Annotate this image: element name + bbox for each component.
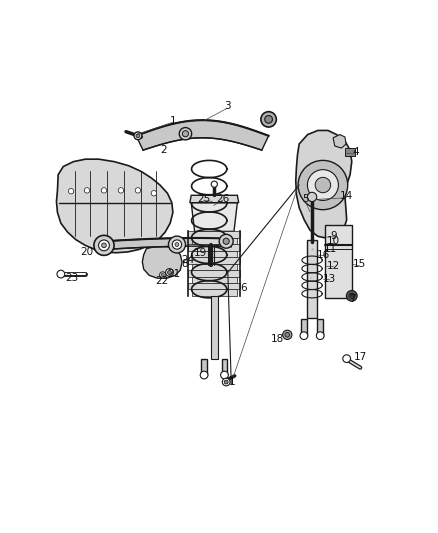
Circle shape: [182, 131, 188, 137]
Text: 11: 11: [324, 245, 337, 254]
Text: 1: 1: [229, 377, 235, 387]
Circle shape: [223, 238, 229, 244]
Polygon shape: [191, 203, 237, 231]
Circle shape: [166, 269, 173, 276]
Circle shape: [68, 189, 74, 194]
Polygon shape: [201, 359, 207, 375]
Text: 21: 21: [168, 269, 181, 279]
Circle shape: [172, 240, 182, 249]
Text: 7: 7: [349, 294, 355, 304]
Circle shape: [118, 188, 124, 193]
Text: 26: 26: [216, 193, 230, 204]
Circle shape: [136, 134, 140, 138]
Circle shape: [57, 270, 65, 278]
Circle shape: [283, 330, 292, 340]
Text: 18: 18: [270, 334, 284, 344]
Polygon shape: [325, 225, 352, 298]
Polygon shape: [57, 159, 173, 253]
Text: 8: 8: [181, 259, 188, 269]
Polygon shape: [301, 319, 307, 336]
Text: 14: 14: [340, 191, 353, 201]
Text: 15: 15: [353, 259, 366, 269]
Circle shape: [285, 333, 290, 337]
Circle shape: [161, 273, 164, 277]
Circle shape: [349, 293, 354, 298]
Polygon shape: [192, 264, 237, 270]
Circle shape: [94, 236, 114, 255]
Polygon shape: [222, 359, 227, 375]
Text: 19: 19: [194, 248, 207, 258]
Text: 3: 3: [224, 101, 230, 111]
Polygon shape: [296, 131, 352, 238]
Polygon shape: [190, 195, 239, 203]
Polygon shape: [318, 319, 323, 336]
Circle shape: [261, 112, 276, 127]
Text: 20: 20: [81, 247, 94, 257]
Polygon shape: [188, 270, 240, 277]
Polygon shape: [211, 296, 218, 359]
Polygon shape: [188, 257, 240, 264]
Polygon shape: [104, 238, 231, 249]
Circle shape: [221, 371, 228, 379]
Circle shape: [316, 332, 324, 340]
Polygon shape: [192, 251, 237, 257]
Circle shape: [307, 169, 339, 200]
Text: 23: 23: [65, 273, 78, 283]
Circle shape: [211, 181, 217, 187]
Circle shape: [102, 243, 106, 248]
Bar: [346, 148, 355, 156]
Text: 17: 17: [353, 352, 367, 362]
Text: 24: 24: [181, 255, 194, 265]
Circle shape: [300, 332, 308, 340]
Text: 25: 25: [197, 193, 210, 204]
Circle shape: [224, 380, 228, 384]
Text: 2: 2: [160, 145, 167, 155]
Polygon shape: [136, 120, 268, 150]
Text: 16: 16: [317, 250, 330, 260]
Polygon shape: [192, 289, 237, 296]
Polygon shape: [192, 277, 237, 283]
Polygon shape: [192, 238, 237, 244]
Circle shape: [219, 235, 233, 248]
Circle shape: [200, 371, 208, 379]
Text: 13: 13: [322, 274, 336, 285]
Text: 22: 22: [155, 277, 168, 286]
Circle shape: [101, 188, 107, 193]
Circle shape: [175, 243, 179, 246]
Circle shape: [151, 190, 156, 196]
Circle shape: [307, 192, 317, 201]
Circle shape: [168, 271, 171, 274]
Circle shape: [265, 116, 272, 123]
Text: 5: 5: [302, 195, 309, 204]
Circle shape: [223, 378, 230, 386]
Circle shape: [169, 236, 185, 253]
Circle shape: [179, 127, 192, 140]
Polygon shape: [333, 134, 346, 148]
Circle shape: [346, 290, 357, 301]
Polygon shape: [307, 240, 317, 318]
Text: 10: 10: [327, 236, 340, 246]
Text: 1: 1: [170, 116, 176, 126]
Text: 6: 6: [240, 284, 247, 294]
Polygon shape: [188, 283, 240, 289]
Circle shape: [343, 355, 350, 362]
Polygon shape: [188, 231, 240, 238]
Text: 12: 12: [326, 261, 340, 271]
Circle shape: [135, 188, 141, 193]
Circle shape: [159, 272, 166, 278]
Polygon shape: [188, 244, 240, 251]
Circle shape: [298, 160, 348, 209]
Text: 4: 4: [353, 147, 360, 157]
Circle shape: [134, 132, 142, 140]
Circle shape: [84, 188, 90, 193]
Polygon shape: [142, 247, 182, 278]
Circle shape: [315, 177, 331, 193]
Text: 9: 9: [330, 230, 337, 240]
Circle shape: [99, 240, 110, 251]
